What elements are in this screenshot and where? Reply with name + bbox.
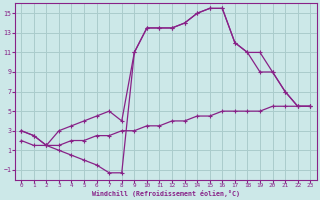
X-axis label: Windchill (Refroidissement éolien,°C): Windchill (Refroidissement éolien,°C): [92, 190, 240, 197]
